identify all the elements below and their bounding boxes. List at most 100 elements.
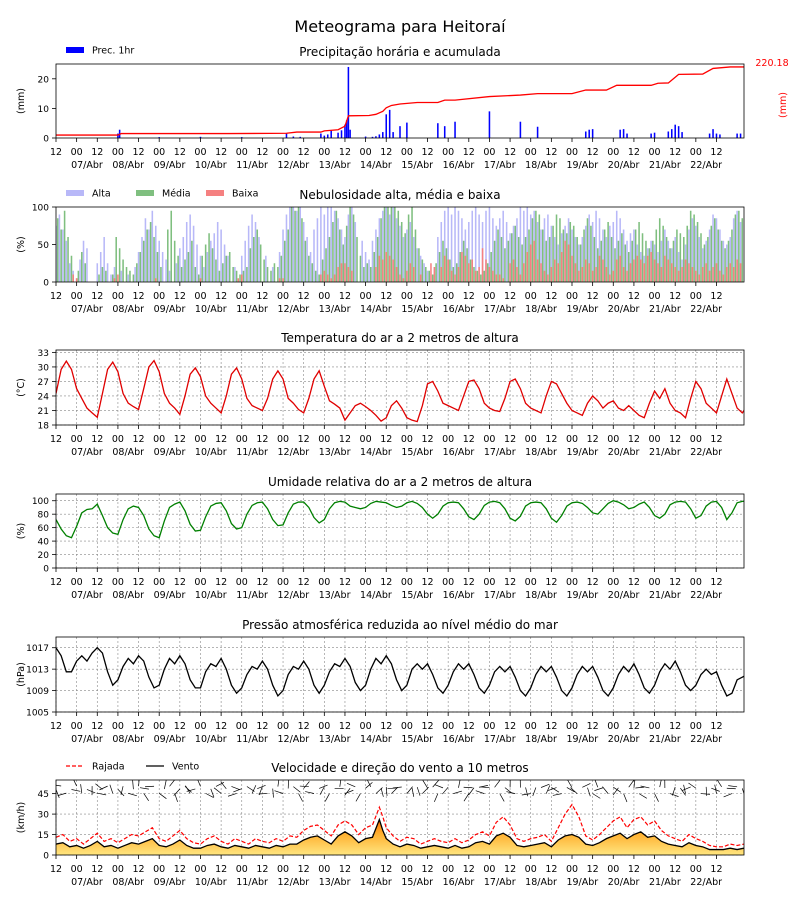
x-hour-label: 12 [339,147,351,158]
bar-alta [382,210,384,282]
bar-alta [547,214,549,282]
x-hour-label: 00 [525,721,537,732]
x-hour-label: 12 [380,721,392,732]
bar-baixa [650,252,652,282]
bar-m-dia [435,263,437,282]
x-date-label: 20/Abr [608,447,640,458]
x-hour-label: 12 [421,721,433,732]
bar-prec-1hr [320,133,322,138]
bar-baixa [526,252,529,282]
x-hour-label: 00 [71,147,83,158]
bar-m-dia [593,237,596,282]
bar-m-dia [173,240,176,282]
x-hour-label: 12 [50,721,62,732]
wind-arrow [365,782,373,789]
x-hour-label: 00 [360,434,372,445]
wind-arrow [494,780,501,788]
x-hour-label: 00 [194,291,206,302]
bar-prec-1hr [626,133,628,138]
bar-alta [271,267,274,282]
bar-prec-1hr [739,133,742,138]
x-date-label: 15/Abr [401,734,433,745]
x-hour-label: 12 [587,577,599,588]
bar-baixa [419,274,422,282]
bar-alta [392,207,394,282]
x-date-label: 20/Abr [608,304,640,315]
wind-arrow [723,793,733,798]
bar-m-dia [239,274,241,282]
x-hour-label: 12 [669,721,681,732]
bar-baixa [695,270,697,282]
bar-prec-1hr [375,136,377,138]
x-hour-label: 12 [669,434,681,445]
x-date-label: 14/Abr [360,160,392,171]
bar-m-dia [645,240,647,282]
bar-m-dia [349,207,351,282]
bar-m-dia [627,252,630,282]
x-hour-label: 12 [256,721,268,732]
y-tick-label: 20 [38,75,50,85]
y-tick-label: 100 [32,497,49,507]
x-hour-label: 12 [545,721,557,732]
x-hour-label: 12 [463,864,475,875]
bar-alta [289,207,291,282]
bar-baixa [701,267,704,282]
bar-baixa [560,252,563,282]
bar-m-dia [579,244,582,282]
wind-arrow [587,787,591,797]
x-hour-label: 12 [669,291,681,302]
bar-m-dia [363,267,365,282]
x-hour-label: 00 [277,291,289,302]
x-date-label: 10/Abr [195,447,227,458]
bar-m-dia [122,259,124,282]
bar-alta [712,214,714,282]
x-date-label: 16/Abr [443,877,475,888]
wind-arrow [566,787,575,793]
bar-prec-1hr [653,132,656,138]
bar-m-dia [318,274,320,282]
bar-m-dia [555,214,558,282]
bar-baixa [117,274,119,282]
bar-m-dia [201,255,203,282]
bar-alta [292,207,295,282]
bar-prec-1hr [667,131,670,138]
y-tick-label: 15 [38,831,49,841]
x-hour-label: 12 [174,291,186,302]
bar-m-dia [614,248,616,282]
wind-arrow [99,785,108,791]
x-hour-label: 00 [153,434,165,445]
bar-m-dia [683,237,685,282]
bar-m-dia [180,267,183,282]
bar-m-dia [655,229,658,282]
bar-m-dia [452,267,455,282]
bar-baixa [519,274,522,282]
x-date-label: 08/Abr [112,160,144,171]
bar-m-dia [569,222,572,282]
bar-prec-1hr [588,129,590,138]
x-hour-label: 00 [607,434,619,445]
bar-prec-1hr [454,121,456,138]
y-tick-label: 30 [38,363,50,373]
bar-alta [447,207,449,282]
page-title: Meteograma para Heitoraí [294,17,506,36]
x-date-label: 17/Abr [484,447,516,458]
bar-alta [113,267,116,282]
bar-m-dia [493,240,496,282]
x-hour-label: 00 [690,721,702,732]
x-date-label: 18/Abr [525,160,557,171]
bar-baixa [722,274,725,282]
wind-arrow [227,793,237,797]
bar-prec-1hr [240,137,243,138]
x-date-label: 07/Abr [71,160,103,171]
bar-alta [127,274,130,282]
bar-m-dia [314,270,317,282]
bar-m-dia [70,255,73,282]
x-hour-label: 00 [401,147,413,158]
bar-m-dia [400,222,403,282]
wind-arrow [463,793,470,802]
bar-m-dia [672,240,675,282]
x-hour-label: 00 [236,434,248,445]
x-date-label: 19/Abr [566,877,598,888]
x-hour-label: 12 [710,577,722,588]
x-date-label: 21/Abr [649,877,681,888]
